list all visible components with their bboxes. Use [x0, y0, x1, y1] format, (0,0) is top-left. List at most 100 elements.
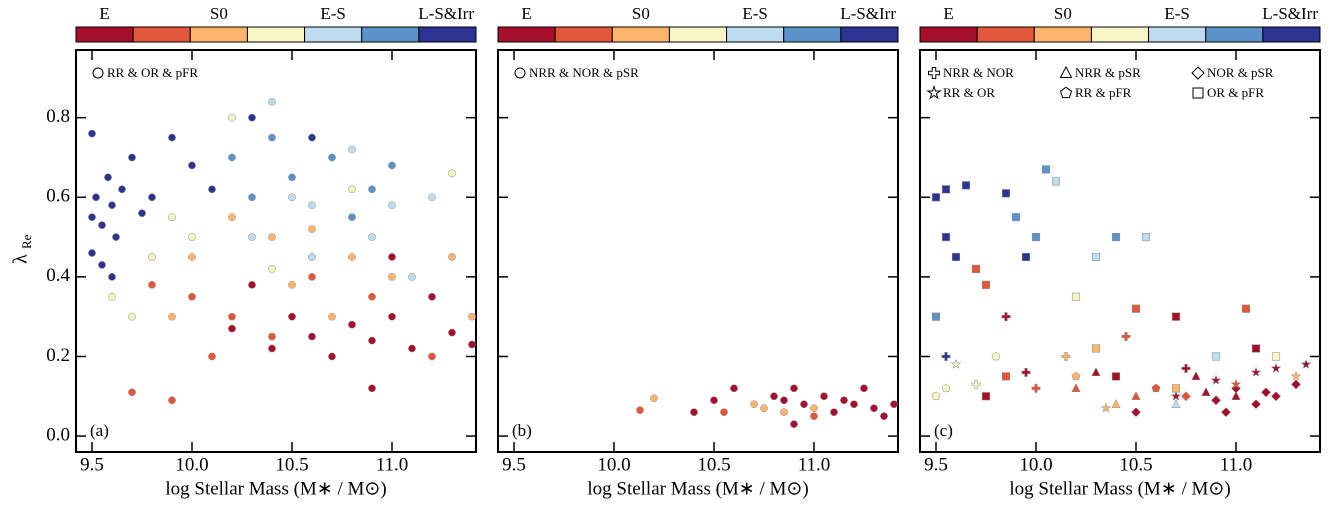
data-point [88, 129, 96, 138]
data-point [128, 153, 136, 162]
data-point [1291, 379, 1301, 390]
data-point [1171, 399, 1181, 408]
data-point [368, 292, 376, 301]
data-point [468, 312, 476, 321]
data-point [1181, 391, 1191, 402]
data-point [388, 161, 396, 170]
data-point [428, 352, 436, 361]
data-point [790, 384, 798, 393]
data-point [636, 406, 644, 415]
data-point [308, 332, 316, 341]
data-point [710, 396, 718, 405]
data-point [720, 408, 728, 417]
x-tick-label: 11.0 [798, 454, 831, 475]
legend-marker [926, 84, 942, 100]
data-point [268, 233, 276, 241]
data-point [268, 332, 276, 341]
data-point [981, 280, 991, 289]
plot-frame [497, 49, 899, 453]
data-point [961, 181, 971, 190]
legend-marker [1059, 86, 1073, 99]
data-point [168, 213, 176, 222]
colorbar-label: S0 [632, 4, 650, 23]
legend-label: OR & pFR [1207, 85, 1264, 100]
colorbar-segment [919, 26, 978, 43]
data-point [1131, 407, 1141, 418]
data-point [288, 193, 296, 202]
legend-marker [1059, 65, 1073, 78]
data-point [308, 253, 316, 261]
data-point [1091, 367, 1101, 377]
colorbar-segment [668, 26, 728, 43]
data-point [770, 392, 778, 401]
legend-marker [1192, 87, 1204, 99]
data-point [950, 358, 962, 370]
data-point [288, 173, 296, 182]
data-point [188, 253, 196, 261]
data-point [368, 185, 376, 194]
data-point [88, 249, 96, 257]
data-point [112, 233, 120, 241]
data-point [1141, 233, 1151, 242]
data-point [1251, 399, 1261, 410]
data-point [188, 161, 196, 170]
data-point [1091, 344, 1101, 353]
x-tick-label: 9.5 [924, 454, 948, 475]
data-point [1251, 344, 1261, 353]
data-point [188, 233, 196, 241]
x-tick-label: 10.5 [275, 454, 308, 475]
data-point [790, 420, 798, 428]
data-point [92, 193, 100, 202]
colorbar-segment [1205, 26, 1264, 43]
data-point [1111, 372, 1121, 381]
colorbar-label: E-S [1164, 4, 1190, 23]
data-point [1071, 371, 1081, 381]
colorbar-segment [554, 26, 613, 43]
data-point [228, 213, 236, 222]
data-point [104, 173, 112, 182]
data-point [1031, 233, 1041, 242]
legend-marker [92, 67, 104, 79]
data-point [348, 320, 356, 329]
data-point [1051, 177, 1061, 186]
data-point [308, 133, 316, 142]
x-tick-label: 11.0 [1220, 454, 1253, 475]
data-point [348, 213, 356, 222]
data-point [1001, 189, 1011, 198]
data-point [951, 252, 961, 262]
colorbar-segment [840, 26, 899, 43]
data-point [308, 273, 316, 281]
data-point [941, 352, 951, 361]
data-point [228, 113, 236, 122]
data-point [208, 185, 216, 194]
data-point [1131, 304, 1141, 313]
data-point [1261, 387, 1271, 398]
data-point [108, 201, 116, 210]
data-point [108, 292, 116, 301]
colorbar-segment [783, 26, 842, 43]
y-tick-label: 0.4 [46, 265, 70, 286]
legend-label: RR & pFR [1075, 85, 1132, 100]
colorbar-segment [976, 26, 1035, 43]
data-point [268, 265, 276, 273]
data-point [128, 312, 136, 321]
data-point [98, 261, 106, 269]
data-point [1171, 384, 1181, 393]
data-point [1241, 304, 1251, 313]
colorbar-label: E [943, 4, 953, 23]
data-point [690, 408, 698, 417]
plot-frame [75, 49, 477, 453]
panel-label: (b) [512, 421, 532, 440]
data-point [1290, 370, 1302, 382]
y-axis-symbol: λ [10, 254, 32, 264]
data-point [981, 392, 991, 401]
data-point [1151, 383, 1161, 393]
data-point [148, 280, 156, 289]
colorbar-segment [1090, 26, 1150, 43]
colorbar-label: L-S&Irr [1262, 4, 1318, 23]
data-point [1271, 352, 1281, 361]
data-point [228, 324, 236, 333]
colorbar-segment [246, 26, 306, 43]
data-point [428, 292, 436, 301]
